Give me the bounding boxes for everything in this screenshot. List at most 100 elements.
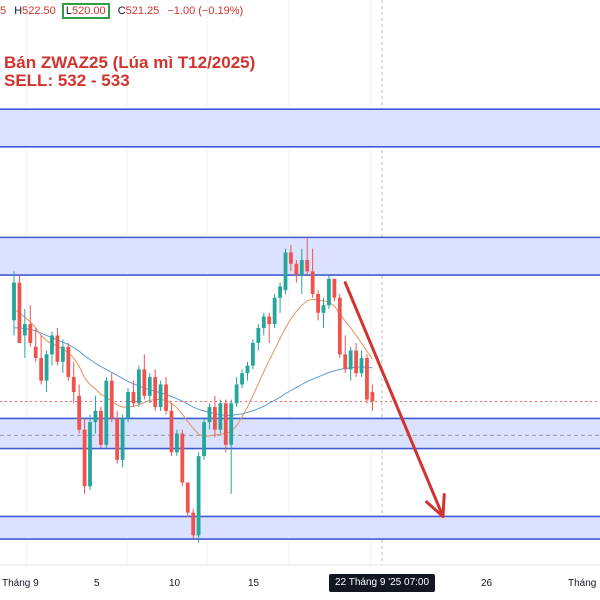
candle-body bbox=[223, 403, 228, 445]
candle-body bbox=[115, 418, 120, 460]
candle bbox=[153, 369, 158, 411]
sell-arrow-shaft bbox=[343, 281, 445, 518]
x-tick-label: 15 bbox=[248, 578, 260, 589]
grid-layer bbox=[0, 0, 600, 566]
candle bbox=[158, 380, 163, 411]
candle bbox=[71, 361, 76, 404]
candle-body bbox=[39, 358, 44, 381]
candle-body bbox=[202, 422, 206, 457]
candle bbox=[28, 305, 33, 347]
candle-body bbox=[120, 418, 125, 460]
low-label: L bbox=[65, 5, 72, 17]
candle-body bbox=[234, 384, 239, 404]
candle-body bbox=[169, 410, 174, 453]
high-value: 522.50 bbox=[22, 5, 56, 17]
candle bbox=[22, 309, 27, 359]
candle-body bbox=[337, 297, 342, 355]
candle bbox=[256, 324, 261, 351]
candle bbox=[142, 354, 147, 400]
candle-body bbox=[164, 384, 168, 411]
candle-body bbox=[365, 358, 369, 400]
candle-body bbox=[316, 293, 320, 313]
ma-slow-line bbox=[14, 327, 373, 416]
candle-body bbox=[71, 376, 76, 392]
candle-body bbox=[44, 354, 49, 381]
candle bbox=[240, 369, 244, 389]
ma-fast-line bbox=[13, 298, 373, 438]
candle-layer bbox=[12, 237, 375, 543]
candle-body bbox=[126, 392, 130, 419]
open-value-fragment: 5 bbox=[0, 5, 7, 17]
candle-body bbox=[136, 369, 141, 404]
candle-body bbox=[348, 350, 353, 370]
candle-body bbox=[272, 297, 277, 325]
candle bbox=[109, 373, 114, 423]
candle-body bbox=[240, 373, 244, 385]
candle-body bbox=[104, 380, 109, 445]
candle-body bbox=[131, 392, 136, 404]
close-label: C bbox=[117, 5, 126, 17]
candle bbox=[98, 407, 103, 449]
candle-body bbox=[60, 346, 65, 362]
candle bbox=[343, 335, 348, 374]
candle bbox=[299, 248, 304, 294]
trade-idea-title: Bán ZWAZ25 (Lúa mì T12/2025) bbox=[4, 53, 256, 72]
candle bbox=[77, 384, 82, 434]
candle-body bbox=[343, 354, 348, 370]
candle-body bbox=[245, 365, 250, 374]
x-tick-label: 10 bbox=[169, 578, 181, 589]
candle-body bbox=[294, 263, 299, 276]
candle-body bbox=[17, 282, 22, 343]
candle bbox=[294, 260, 299, 283]
crosshair-time-label: 22 Tháng 9 '25 07:00 bbox=[329, 574, 436, 592]
candle bbox=[370, 384, 375, 411]
candle bbox=[316, 290, 320, 321]
candle-body bbox=[153, 376, 158, 408]
candle bbox=[44, 350, 49, 392]
candle bbox=[283, 248, 288, 294]
candle-body bbox=[12, 282, 16, 321]
candle bbox=[267, 312, 272, 343]
candle bbox=[66, 342, 71, 381]
candle bbox=[164, 376, 168, 415]
resistance-support-zone bbox=[0, 516, 600, 540]
candle bbox=[185, 482, 190, 517]
candle bbox=[337, 293, 342, 359]
candle bbox=[33, 327, 38, 362]
candle-body bbox=[256, 327, 261, 343]
candle bbox=[131, 380, 136, 408]
candle-body bbox=[28, 324, 33, 343]
x-tick-label: Tháng bbox=[568, 578, 597, 589]
x-tick-label: 5 bbox=[94, 578, 100, 589]
candle-body bbox=[158, 384, 163, 408]
candle-body bbox=[142, 369, 147, 396]
moving-average-layer bbox=[13, 298, 373, 438]
candle-body bbox=[251, 342, 255, 366]
candle bbox=[229, 399, 234, 494]
candle-body bbox=[278, 286, 282, 298]
candle bbox=[196, 452, 201, 543]
candle bbox=[126, 388, 130, 423]
candle-body bbox=[327, 278, 331, 306]
candle bbox=[55, 327, 60, 366]
candle bbox=[278, 282, 282, 313]
candle-body bbox=[267, 316, 272, 325]
candle bbox=[50, 331, 54, 366]
arrow-layer[interactable] bbox=[343, 281, 446, 518]
candle-body bbox=[22, 324, 27, 336]
low-highlight-box: L520.00 bbox=[61, 3, 110, 19]
candle-body bbox=[191, 512, 196, 536]
candle bbox=[359, 350, 364, 377]
candle-body bbox=[213, 407, 217, 430]
candle-body bbox=[207, 407, 212, 423]
candle bbox=[191, 508, 196, 540]
candle bbox=[332, 278, 337, 302]
candle bbox=[115, 410, 120, 464]
candle bbox=[136, 365, 141, 408]
candle bbox=[310, 248, 315, 298]
candle-body bbox=[82, 429, 87, 487]
candle bbox=[261, 312, 266, 336]
close-value: 521.25 bbox=[125, 5, 160, 17]
